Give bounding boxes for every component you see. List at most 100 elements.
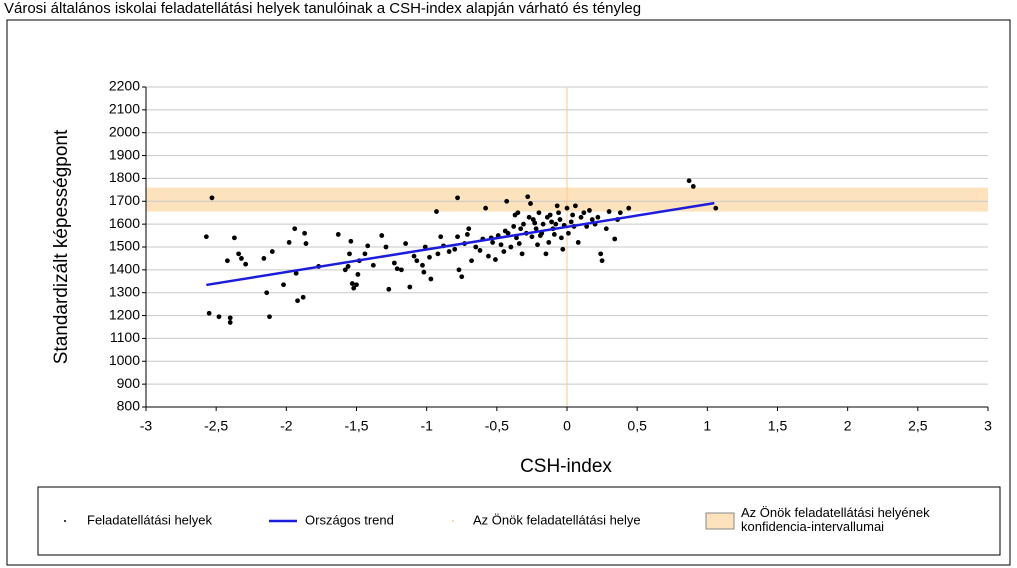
data-point [206,310,212,316]
data-point [546,240,552,245]
data-point [533,226,539,232]
y-tick-label: 2100 [109,101,140,117]
data-point [455,234,460,240]
data-point [486,253,491,259]
data-point [394,266,400,272]
data-point [570,212,576,218]
data-point [514,235,519,241]
data-point [595,214,601,220]
data-point [518,226,524,232]
data-point [553,221,559,227]
data-point [556,210,561,216]
data-point [469,258,474,264]
y-tick-label: 900 [117,375,141,391]
data-point [203,234,209,240]
y-tick-label: 2200 [109,78,140,94]
data-point [261,256,267,261]
data-point [560,246,566,252]
data-point [303,241,309,246]
x-axis-title: CSH-index [520,456,612,477]
data-point [612,236,618,242]
data-point [434,209,439,214]
x-tick-label: 1,5 [768,418,788,434]
data-point [300,294,306,300]
data-point [435,251,441,257]
data-point [354,282,359,288]
data-point [232,235,237,241]
x-tick-label: 2 [844,418,852,434]
data-point [587,208,592,213]
data-point [209,195,215,201]
data-point [477,248,483,253]
data-point [598,251,604,257]
data-point [355,272,361,277]
data-point [459,274,465,280]
data-point [456,267,462,273]
x-tick-label: -0,5 [485,418,509,434]
data-point [379,233,385,238]
data-point [351,285,357,291]
data-point [557,217,563,222]
legend-label: Feladatellátási helyek [87,512,213,527]
y-tick-label: 1600 [109,215,140,231]
data-point [365,243,371,249]
data-point [575,240,581,245]
data-point [578,214,584,220]
data-point [526,214,532,220]
data-point [386,286,392,292]
data-point [532,220,538,226]
data-point [302,230,307,236]
y-tick-label: 1200 [109,306,140,322]
legend-label: Országos trend [305,512,394,527]
data-point [493,257,498,262]
data-point [566,230,571,236]
trend-line [206,201,715,287]
data-point [554,203,560,209]
data-point [383,244,389,250]
data-point [264,290,270,296]
y-tick-label: 1400 [109,261,140,277]
data-point [292,226,298,232]
data-point [529,234,535,240]
data-point [227,320,233,325]
data-point [452,246,458,252]
data-point [446,249,452,254]
data-point [414,258,420,264]
x-tick-label: 3 [984,418,992,434]
legend-marker [705,512,735,530]
data-point [521,221,526,227]
legend-label: Az Önök feladatellátási helye [473,512,641,527]
data-point [515,210,521,216]
data-point [581,210,587,216]
data-point [349,281,355,286]
data-point [516,241,522,246]
data-point [617,210,623,216]
data-point [525,194,531,200]
data-point [422,244,428,250]
y-tick-label: 1000 [109,352,140,368]
data-point [335,232,341,237]
legend-label: Az Önök feladatellátási helyének konfide… [741,506,930,534]
data-point [483,205,489,211]
legend [37,486,1001,556]
data-point [551,232,557,237]
x-tick-label: 0 [563,418,571,434]
data-point [535,242,540,248]
data-point [519,251,525,257]
data-point [490,240,496,245]
x-tick-label: 1 [703,418,711,434]
data-point [362,251,368,257]
data-point [599,258,605,264]
data-point [267,314,272,320]
y-tick-label: 1800 [109,169,140,185]
data-point [403,241,409,246]
y-tick-label: 1300 [109,283,140,299]
data-point [293,270,299,276]
data-point [558,235,564,241]
data-point [528,201,533,206]
y-tick-label: 800 [117,398,141,414]
data-point [348,238,354,244]
data-point [690,184,696,189]
data-point [370,262,376,268]
